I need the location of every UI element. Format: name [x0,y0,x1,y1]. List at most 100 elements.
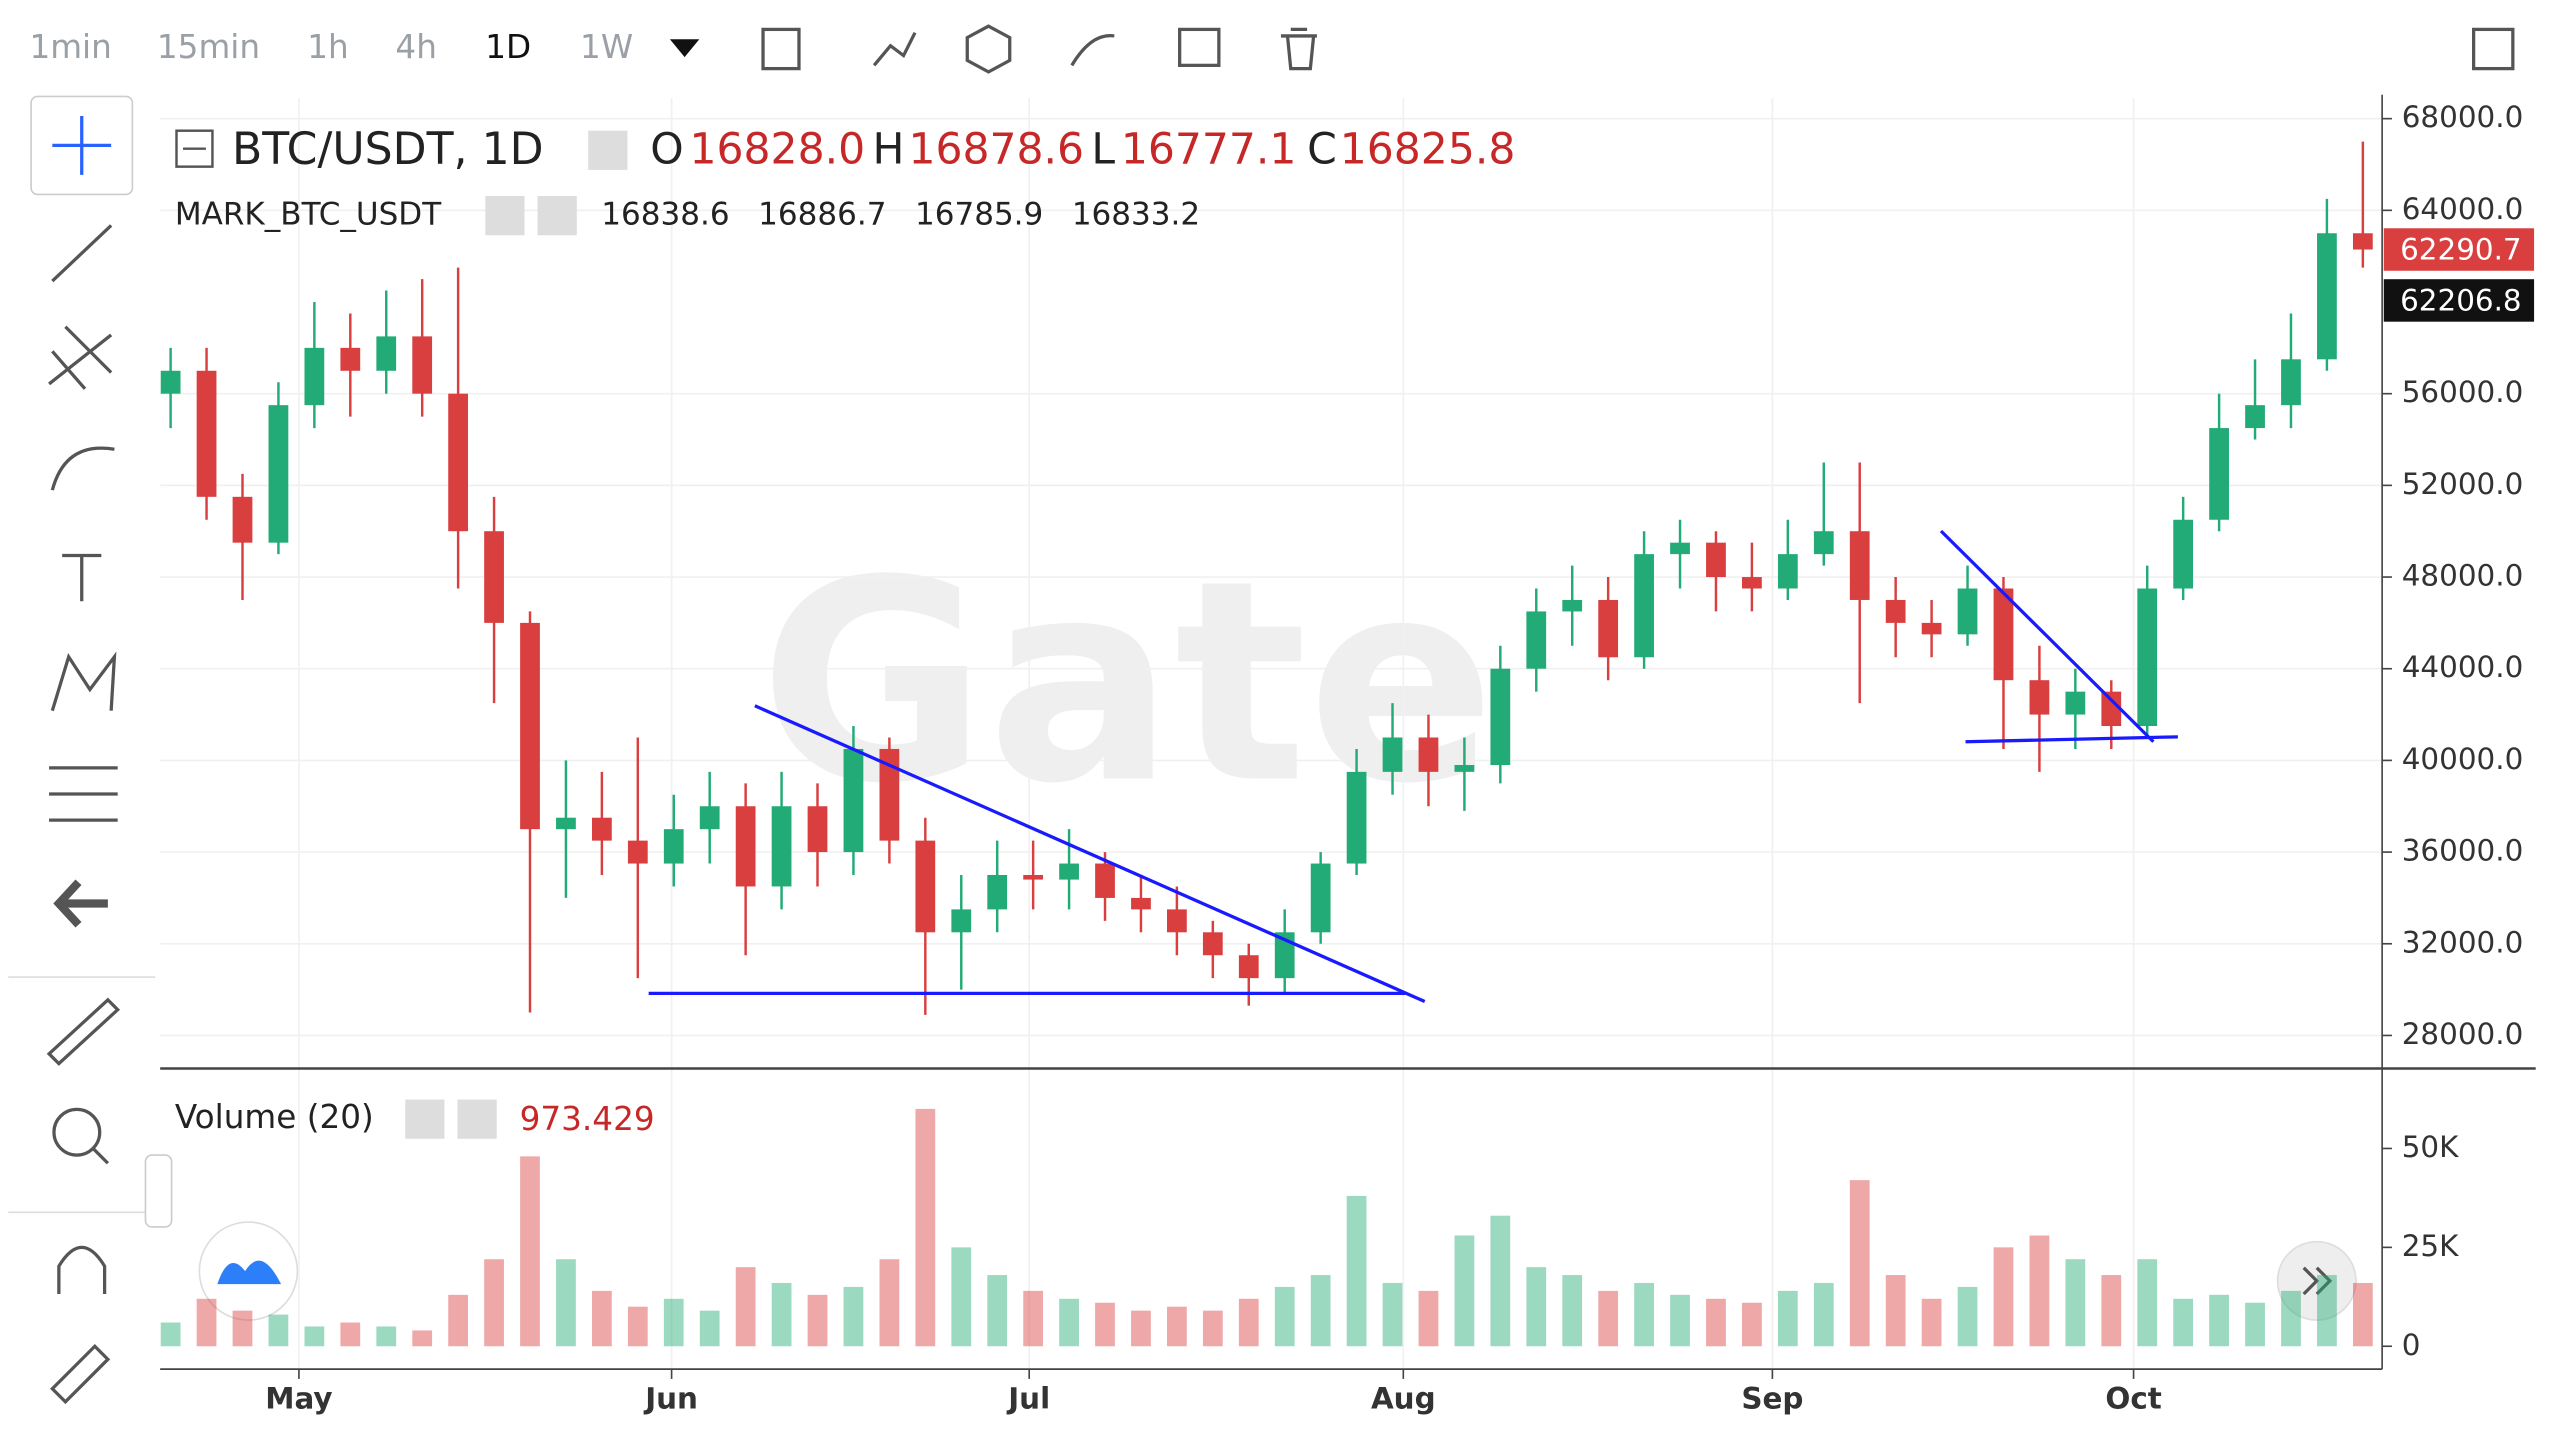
delete-icon[interactable] [1280,27,1317,71]
interval-button[interactable]: 4h [395,28,436,66]
candle-body [2029,680,2050,715]
candle-body [1813,531,1834,555]
indicator-icon[interactable] [872,31,917,67]
interval-button[interactable]: 1W [580,28,633,66]
x-tick-label: Jul [1006,1382,1050,1416]
fib-tool[interactable] [48,325,113,390]
volume-bar [771,1282,792,1347]
volume-bar [1418,1290,1439,1347]
candle-type-icon[interactable] [761,27,801,71]
candle-body [627,840,648,864]
crosshair-button[interactable] [30,95,134,196]
trend-lines [648,529,2178,1004]
volume-bar [2352,1282,2373,1347]
candle-body [879,748,900,841]
volume-bar [1885,1275,1906,1347]
collapse-button[interactable] [144,1154,173,1228]
volume-bar [699,1310,720,1347]
brush-tool[interactable] [50,446,115,491]
watermark: Gate [759,520,1496,844]
y-tick-label: 48000.0 [2402,559,2524,593]
candle-body [591,817,612,841]
pattern-tool[interactable] [50,651,117,712]
candle-body [556,817,576,830]
volume-bar [2137,1259,2158,1347]
candle-body [1274,932,1295,979]
volume-bar [232,1310,253,1347]
hide-icon[interactable] [1178,27,1221,67]
ruler-tool[interactable] [46,997,121,1066]
measure-tool[interactable] [49,766,118,822]
candles [160,141,2373,1015]
volume-bar [1167,1306,1187,1347]
volume-bar [2317,1275,2337,1347]
close-button[interactable] [457,1099,497,1139]
crosshair-icon[interactable] [52,116,112,175]
candle-body [448,393,469,532]
volume-bar [1310,1275,1331,1347]
trend-line [1965,735,2178,744]
candle-body [1706,542,1726,578]
volume-bar [663,1298,684,1347]
candle-body [1849,531,1870,600]
ohlc-label: L [1091,125,1115,174]
magnet-tool[interactable] [57,1246,107,1294]
volume-bar [340,1322,361,1347]
x-tick-label: Aug [1371,1382,1436,1416]
candle-body [1238,955,1259,979]
settings-button[interactable] [485,196,525,236]
text-tool[interactable] [62,553,102,602]
interval-button[interactable]: 1h [307,28,348,66]
candle-body [2281,359,2301,406]
settings-icon[interactable] [965,24,1012,74]
candle-body [2209,428,2229,520]
volume-bar [1562,1275,1583,1347]
candle-body [1634,554,1654,658]
volume-bar [1993,1247,2014,1347]
interval-dropdown[interactable] [669,39,700,58]
volume-bars [160,1108,2373,1347]
candle-body [915,840,936,933]
y-tick-label: 36000.0 [2402,834,2524,868]
line-tool[interactable] [51,224,113,283]
candle-body [160,370,181,394]
y-tick-label: 40000.0 [2402,742,2524,776]
y-tick-label: 32000.0 [2402,925,2524,959]
candle-body [1202,932,1223,956]
fullscreen-icon[interactable] [2471,27,2515,71]
candle-body [1167,909,1187,933]
candle-body [1526,611,1547,669]
volume-bar [591,1290,612,1347]
interval-button[interactable]: 1D [485,28,531,66]
volume-bar [2209,1294,2229,1347]
mark-value: 16785.9 [915,197,1043,233]
candle-body [1957,588,1978,635]
volume-title: Volume (20) [175,1098,374,1136]
candle-body [807,806,828,853]
candle-body [843,748,864,853]
candle-body [2317,233,2337,360]
candle-body [1131,897,1151,910]
zoom-tool[interactable] [52,1107,102,1157]
volume-bar [627,1306,648,1347]
close-button[interactable] [537,196,577,236]
trend-line [754,704,1426,1004]
volume-bar [2281,1290,2301,1347]
interval-button[interactable]: 1min [29,28,111,66]
volume-bar [879,1259,900,1347]
volume-bar [987,1275,1008,1347]
collapse-legend[interactable] [175,129,214,168]
back-icon[interactable] [53,879,108,928]
y-tick-label: 68000.0 [2402,100,2524,134]
interval-button[interactable]: 15min [157,28,260,66]
draw-icon[interactable] [1070,34,1115,67]
candle-body [699,806,720,830]
settings-button[interactable] [405,1099,445,1139]
settings-button[interactable] [588,130,628,170]
volume-bar [1095,1302,1115,1347]
toolbar: 1min 15min 1h 4h 1D 1W [29,28,633,66]
lock-tool[interactable] [50,1343,111,1405]
volume-bar [196,1298,217,1347]
